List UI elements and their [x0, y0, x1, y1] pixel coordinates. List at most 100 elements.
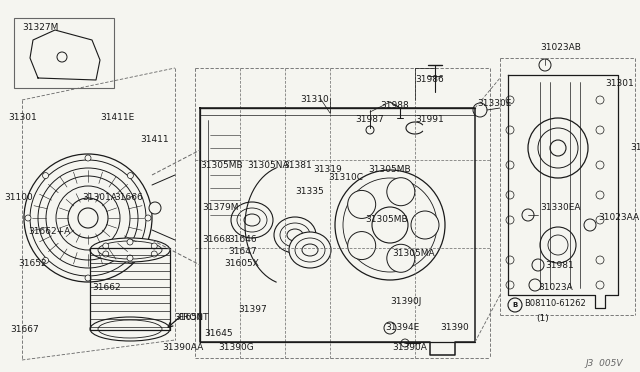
Text: 31319: 31319	[313, 166, 342, 174]
Circle shape	[506, 96, 514, 104]
Text: 31981: 31981	[545, 260, 573, 269]
Circle shape	[348, 232, 376, 260]
Text: 31305MB: 31305MB	[200, 160, 243, 170]
Ellipse shape	[244, 214, 260, 226]
Circle shape	[387, 244, 415, 272]
Circle shape	[103, 243, 109, 249]
Text: B08110-61262: B08110-61262	[524, 298, 586, 308]
Circle shape	[596, 256, 604, 264]
Text: 31023AB: 31023AB	[540, 44, 581, 52]
Circle shape	[85, 155, 91, 161]
Circle shape	[127, 255, 133, 261]
Circle shape	[43, 173, 49, 179]
Text: 31305MB: 31305MB	[365, 215, 408, 224]
Circle shape	[550, 140, 566, 156]
Text: 31666: 31666	[114, 193, 143, 202]
Text: 31327M: 31327M	[22, 23, 58, 32]
Text: 31305NA: 31305NA	[247, 160, 289, 170]
Text: 31379M: 31379M	[202, 203, 239, 212]
Text: 31023A: 31023A	[538, 283, 573, 292]
Text: 31667: 31667	[10, 326, 39, 334]
Text: 31023AA: 31023AA	[598, 214, 639, 222]
Ellipse shape	[287, 229, 303, 241]
Ellipse shape	[231, 202, 273, 238]
Bar	[14, 18, 114, 88]
Circle shape	[506, 216, 514, 224]
Text: 31988: 31988	[380, 100, 409, 109]
Text: 31668: 31668	[202, 235, 231, 244]
Circle shape	[596, 281, 604, 289]
Text: 31652: 31652	[18, 259, 47, 267]
Text: 31330EA: 31330EA	[540, 203, 580, 212]
Text: FRONT: FRONT	[178, 314, 209, 323]
Text: 31411E: 31411E	[100, 113, 134, 122]
Text: 31394E: 31394E	[385, 324, 419, 333]
Circle shape	[25, 215, 31, 221]
Circle shape	[43, 257, 49, 263]
Text: 31411: 31411	[140, 135, 168, 144]
Text: 31650: 31650	[174, 314, 203, 323]
Circle shape	[473, 103, 487, 117]
Text: (1): (1)	[536, 314, 548, 323]
Text: 31390G: 31390G	[218, 343, 253, 353]
Circle shape	[151, 251, 157, 257]
Circle shape	[103, 251, 109, 257]
Circle shape	[529, 279, 541, 291]
Ellipse shape	[280, 223, 310, 247]
Circle shape	[506, 191, 514, 199]
Circle shape	[366, 126, 374, 134]
Circle shape	[401, 339, 409, 347]
Text: 31390AA: 31390AA	[162, 343, 204, 353]
Circle shape	[127, 173, 133, 179]
Circle shape	[532, 259, 544, 271]
Text: 31662: 31662	[92, 283, 120, 292]
Text: 31390: 31390	[440, 324, 468, 333]
Text: 31390J: 31390J	[390, 298, 421, 307]
Ellipse shape	[98, 320, 162, 338]
Text: 31310: 31310	[300, 96, 329, 105]
Circle shape	[57, 52, 67, 62]
Circle shape	[127, 239, 133, 245]
Ellipse shape	[295, 238, 325, 262]
Circle shape	[596, 161, 604, 169]
Text: 314A0: 314A0	[630, 144, 640, 153]
Text: 31662+A: 31662+A	[28, 228, 70, 237]
Circle shape	[85, 275, 91, 281]
Text: 31301: 31301	[8, 113, 36, 122]
Text: 31991: 31991	[415, 115, 444, 125]
Text: 31647: 31647	[228, 247, 257, 257]
Text: 31305MA: 31305MA	[392, 248, 435, 257]
Text: J3  005V: J3 005V	[586, 359, 623, 368]
Circle shape	[348, 190, 376, 218]
Circle shape	[145, 215, 151, 221]
Circle shape	[596, 191, 604, 199]
Ellipse shape	[289, 232, 331, 268]
Text: 31330E: 31330E	[477, 99, 511, 108]
Circle shape	[149, 202, 161, 214]
Text: 31986: 31986	[415, 76, 444, 84]
Circle shape	[506, 161, 514, 169]
Text: 31100: 31100	[4, 193, 33, 202]
Text: 31310C: 31310C	[328, 173, 363, 183]
Text: 31987: 31987	[355, 115, 384, 125]
Circle shape	[384, 322, 396, 334]
Circle shape	[127, 257, 133, 263]
Circle shape	[596, 126, 604, 134]
Circle shape	[411, 211, 439, 239]
Text: 31390A: 31390A	[392, 343, 427, 353]
Text: 31301: 31301	[605, 78, 634, 87]
Ellipse shape	[274, 217, 316, 253]
Text: 31335: 31335	[295, 187, 324, 196]
Text: 31301A: 31301A	[82, 193, 117, 202]
Ellipse shape	[237, 208, 267, 232]
Circle shape	[506, 256, 514, 264]
Circle shape	[151, 243, 157, 249]
Circle shape	[539, 59, 551, 71]
Circle shape	[522, 209, 534, 221]
Text: B: B	[513, 302, 518, 308]
Text: 31646: 31646	[228, 235, 257, 244]
Circle shape	[508, 298, 522, 312]
Text: 31645: 31645	[204, 328, 232, 337]
Ellipse shape	[98, 241, 162, 259]
Circle shape	[506, 126, 514, 134]
